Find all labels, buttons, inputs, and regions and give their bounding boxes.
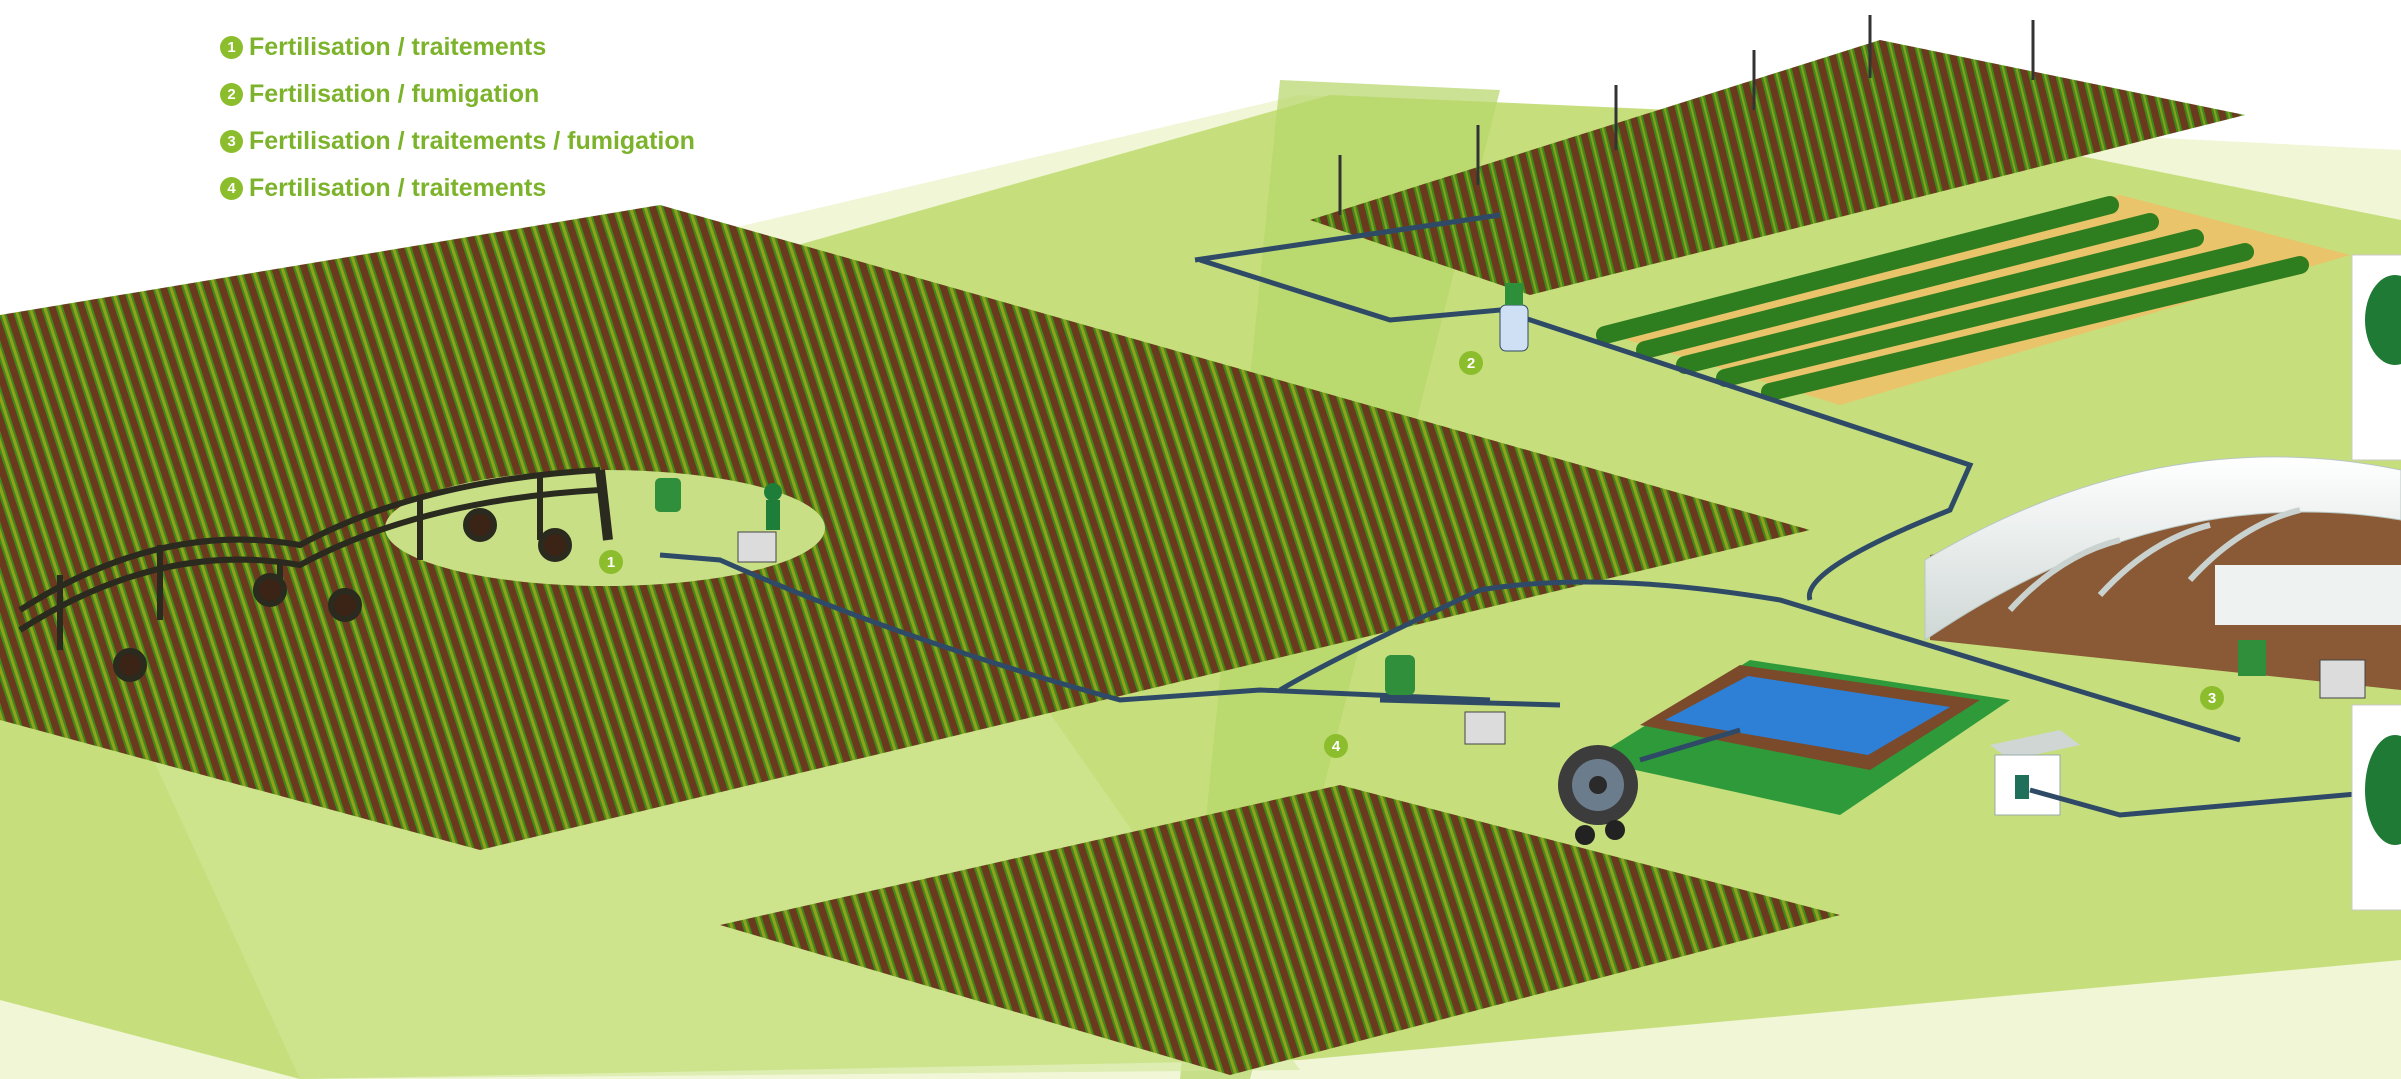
legend-label: Fertilisation / traitements (249, 33, 547, 61)
station-1-equipment (655, 478, 782, 563)
sprinkler-masts (1338, 15, 2035, 215)
product-photo-injector-bottom (2351, 704, 2401, 911)
hose-reel-irrigator (1558, 745, 1638, 845)
center-pivot-irrigator (18, 467, 613, 682)
legend-number-badge: 2 (220, 83, 243, 106)
legend-number-badge: 1 (220, 36, 243, 59)
station-marker-2: 2 (1459, 351, 1483, 375)
field-main (0, 205, 1810, 850)
legend-number-badge: 3 (220, 130, 243, 153)
field-bottom (720, 785, 1840, 1075)
legend-number-badge: 4 (220, 177, 243, 200)
vegetable-rows (1596, 196, 2309, 401)
greenhouse (1924, 456, 2401, 690)
water-pipes (659, 212, 2401, 818)
legend-item-4: 4 Fertilisation / traitements (220, 165, 695, 212)
legend-label: Fertilisation / traitements / fumigation (249, 127, 695, 155)
legend-item-3: 3 Fertilisation / traitements / fumigati… (220, 118, 695, 165)
station-4-equipment (1385, 655, 1506, 745)
legend-item-2: 2 Fertilisation / fumigation (220, 71, 695, 118)
legend-item-1: 1 Fertilisation / traitements (220, 24, 695, 71)
legend-label: Fertilisation / traitements (249, 174, 547, 202)
station-marker-3: 3 (2200, 686, 2224, 710)
station-marker-4: 4 (1324, 734, 1348, 758)
product-photo-injector-top (2351, 254, 2401, 461)
water-reservoir (1590, 660, 2010, 815)
station-3-equipment (2238, 640, 2366, 699)
field-top-drip (1310, 40, 2245, 295)
station-2-equipment (1499, 283, 1529, 352)
legend-label: Fertilisation / fumigation (249, 80, 540, 108)
legend: 1 Fertilisation / traitements 2 Fertilis… (220, 24, 695, 212)
pump-house (1990, 730, 2080, 816)
station-marker-1: 1 (599, 550, 623, 574)
